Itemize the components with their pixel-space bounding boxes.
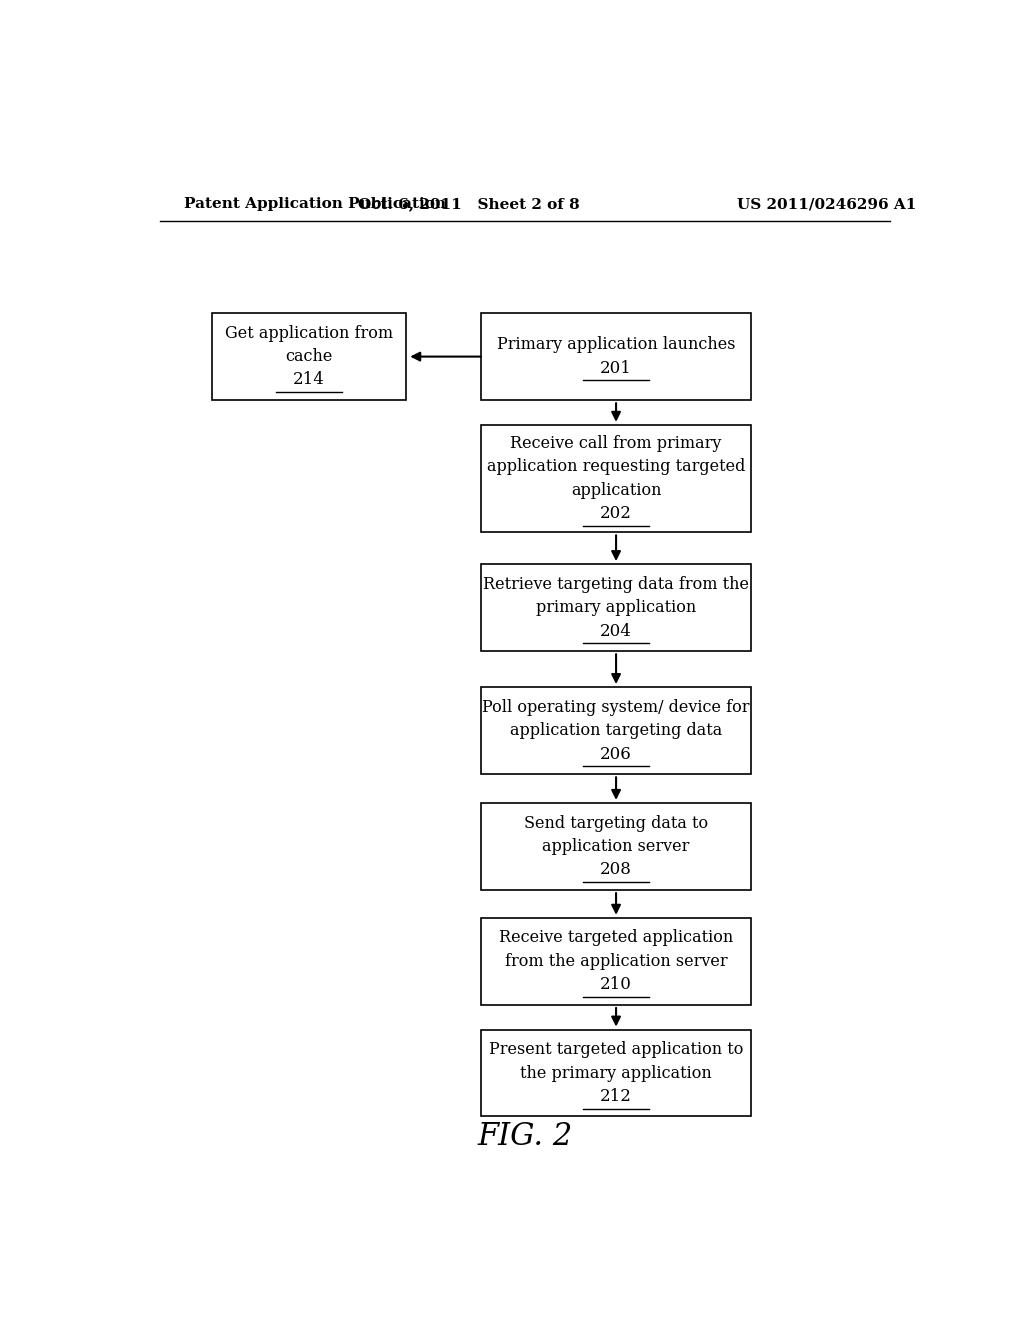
Text: 206: 206 <box>600 746 632 763</box>
Text: 210: 210 <box>600 977 632 993</box>
Text: Send targeting data to: Send targeting data to <box>524 814 709 832</box>
Text: 214: 214 <box>293 371 325 388</box>
Bar <box>481 565 751 651</box>
Text: FIG. 2: FIG. 2 <box>477 1121 572 1151</box>
Text: Receive targeted application: Receive targeted application <box>499 929 733 946</box>
Bar <box>481 919 751 1005</box>
Text: from the application server: from the application server <box>505 953 727 970</box>
Text: 201: 201 <box>600 360 632 376</box>
Text: Patent Application Publication: Patent Application Publication <box>183 197 445 211</box>
Text: 212: 212 <box>600 1088 632 1105</box>
Text: the primary application: the primary application <box>520 1065 712 1081</box>
Text: Present targeted application to: Present targeted application to <box>488 1041 743 1059</box>
Text: 208: 208 <box>600 862 632 878</box>
Text: Poll operating system/ device for: Poll operating system/ device for <box>482 698 750 715</box>
Text: application server: application server <box>543 838 690 855</box>
Bar <box>481 1030 751 1117</box>
Text: primary application: primary application <box>536 599 696 616</box>
Text: application requesting targeted: application requesting targeted <box>486 458 745 475</box>
Text: Get application from: Get application from <box>225 325 393 342</box>
Text: Primary application launches: Primary application launches <box>497 337 735 354</box>
Bar <box>212 313 407 400</box>
Bar <box>481 313 751 400</box>
Text: 202: 202 <box>600 506 632 523</box>
Bar <box>481 804 751 890</box>
Text: application targeting data: application targeting data <box>510 722 722 739</box>
Text: US 2011/0246296 A1: US 2011/0246296 A1 <box>736 197 916 211</box>
Bar <box>481 688 751 774</box>
Text: Oct. 6, 2011   Sheet 2 of 8: Oct. 6, 2011 Sheet 2 of 8 <box>358 197 581 211</box>
Text: application: application <box>570 482 662 499</box>
Text: Receive call from primary: Receive call from primary <box>510 436 722 451</box>
Text: 204: 204 <box>600 623 632 639</box>
Text: cache: cache <box>286 348 333 366</box>
Bar <box>481 425 751 532</box>
Text: Retrieve targeting data from the: Retrieve targeting data from the <box>483 576 750 593</box>
